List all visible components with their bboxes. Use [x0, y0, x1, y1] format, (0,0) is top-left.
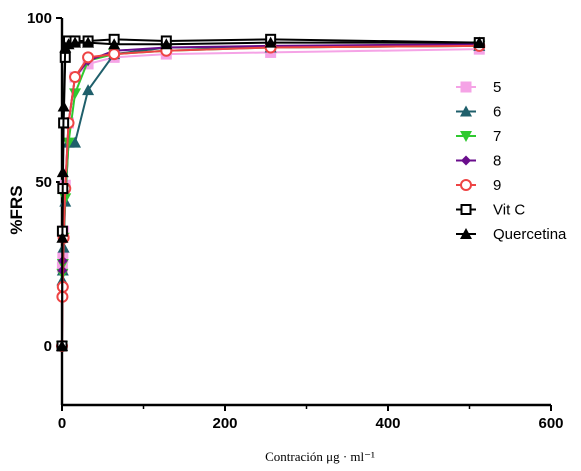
- legend-label: 6: [493, 104, 501, 121]
- series-line-quercetina: [61, 41, 480, 346]
- data-point-6: [82, 84, 95, 96]
- data-point-quercetina: [82, 36, 95, 48]
- legend-label: 8: [493, 153, 501, 170]
- data-point-6: [69, 136, 82, 148]
- x-tick-label: 400: [375, 415, 400, 432]
- data-point-7: [62, 137, 75, 149]
- data-point-quercetina: [264, 36, 277, 48]
- y-tick-label: 50: [35, 174, 52, 191]
- data-point-quercetina: [69, 36, 82, 48]
- legend-item-6: 6: [456, 104, 501, 121]
- series-line-8: [61, 43, 480, 346]
- data-point-quercetina: [56, 166, 69, 178]
- data-point-quercetina: [473, 36, 486, 48]
- series-9: [56, 39, 486, 352]
- data-point-quercetina: [56, 339, 68, 351]
- x-tick-label: 200: [212, 415, 237, 432]
- series-6: [56, 39, 486, 351]
- series-7: [56, 40, 486, 352]
- legend-marker: [460, 105, 472, 117]
- series-line-5: [61, 48, 480, 346]
- series-line-7: [61, 44, 480, 346]
- legend-item-7: 7: [456, 128, 501, 145]
- series-line-9: [61, 44, 480, 346]
- legend-label: 9: [493, 177, 501, 194]
- series-layer: [56, 33, 486, 352]
- legend-marker: [460, 228, 472, 239]
- series-5: [56, 43, 485, 352]
- legend-item-vit-c: Vit C: [456, 202, 525, 219]
- y-tick-label: 100: [27, 10, 52, 27]
- legend-label: 7: [493, 128, 501, 145]
- legend-item-quercetina: Quercetina: [456, 226, 567, 243]
- y-axis-title: %FRS: [7, 185, 26, 234]
- legend-label: Vit C: [493, 202, 525, 219]
- legend-marker: [460, 179, 472, 191]
- x-tick-label: 600: [538, 415, 563, 432]
- data-point-7: [69, 88, 82, 100]
- legend-marker: [460, 131, 472, 142]
- legend-marker: [461, 155, 471, 166]
- y-tick-label: 0: [44, 338, 52, 355]
- x-axis-title: Contración μg · ml⁻¹: [265, 449, 375, 464]
- series-quercetina: [56, 36, 486, 351]
- series-line-6: [61, 44, 480, 346]
- legend: 5 6 7 8 9 Vit C Quercetina: [456, 79, 567, 243]
- data-point-9: [82, 51, 95, 64]
- legend-marker: [460, 81, 472, 93]
- data-point-quercetina: [108, 38, 121, 50]
- data-point-quercetina: [160, 38, 173, 50]
- series-line-vit-c: [61, 38, 480, 346]
- legend-item-5: 5: [456, 79, 501, 96]
- series-8: [57, 39, 485, 351]
- x-ticks: 0 200 400 600: [58, 405, 564, 432]
- series-vit-c: [56, 33, 485, 352]
- data-point-9: [108, 48, 121, 61]
- data-point-quercetina: [56, 231, 69, 243]
- legend-label: Quercetina: [493, 226, 567, 243]
- data-point-quercetina: [57, 100, 70, 112]
- legend-item-9: 9: [456, 177, 501, 194]
- x-tick-label: 0: [58, 415, 66, 432]
- data-point-9: [69, 71, 82, 84]
- y-ticks: 0 50 100: [27, 10, 62, 355]
- legend-label: 5: [493, 79, 501, 96]
- axes: 0 200 400 600 0 50 100: [27, 10, 564, 432]
- legend-marker: [460, 204, 472, 215]
- legend-item-8: 8: [456, 153, 501, 170]
